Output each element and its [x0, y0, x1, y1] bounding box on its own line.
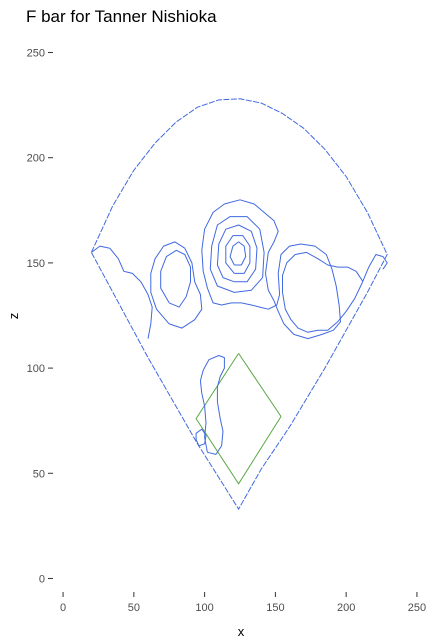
x-axis: 0 50 100 150 200 250 — [60, 592, 426, 614]
density-contour — [201, 199, 341, 340]
y-tick-label: 0 — [39, 573, 45, 585]
y-tick-label: 250 — [27, 48, 45, 60]
y-axis: 0 50 100 150 200 250 — [27, 48, 53, 585]
x-tick-label: 150 — [266, 602, 284, 614]
x-tick-label: 200 — [337, 602, 355, 614]
density-contour — [229, 241, 247, 266]
y-tick-label: 150 — [27, 258, 45, 270]
x-tick-label: 250 — [408, 602, 426, 614]
plot-area — [90, 98, 388, 511]
y-tick-label: 100 — [27, 363, 45, 375]
infield-diamond — [195, 353, 282, 485]
density-contour — [195, 428, 207, 447]
x-tick-label: 0 — [60, 602, 66, 614]
x-tick-label: 50 — [128, 602, 140, 614]
density-contour — [209, 216, 265, 293]
density-contour — [91, 245, 153, 339]
density-contour — [199, 355, 225, 455]
x-tick-label: 100 — [195, 602, 213, 614]
density-contour — [160, 249, 191, 308]
x-axis-title: x — [238, 624, 245, 639]
field-outline — [90, 98, 388, 511]
density-contour — [282, 251, 388, 333]
y-tick-label: 200 — [27, 153, 45, 165]
y-axis-title: z — [6, 313, 21, 320]
y-tick-label: 50 — [33, 468, 45, 480]
density-contour — [225, 235, 251, 274]
density-contour — [150, 241, 203, 329]
chart-title: F bar for Tanner Nishioka — [26, 7, 217, 26]
density-contour — [216, 224, 258, 283]
